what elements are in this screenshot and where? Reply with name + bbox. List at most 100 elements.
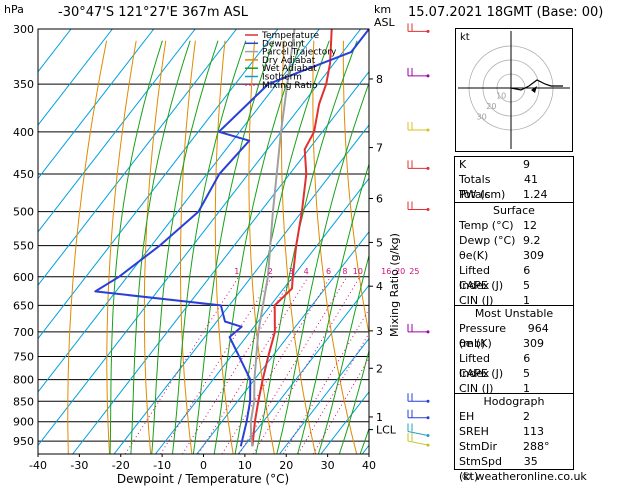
hodograph-title: Hodograph [483, 395, 545, 408]
mu-cin-value: 1 [523, 382, 530, 395]
mu-thetae-value: 309 [523, 337, 544, 350]
surface-dewp-label: Dewp (°C) [459, 234, 516, 247]
mixing-ratio-label: 1 [234, 267, 239, 276]
legend-label: Temperature [261, 31, 319, 41]
surface-cape-value: 5 [523, 279, 530, 292]
sreh-label: SREH [459, 425, 489, 438]
x-tick-label: 20 [279, 459, 293, 472]
eh-value: 2 [523, 410, 530, 423]
asl-label: ASL [374, 16, 395, 29]
mixing-ratio-label: 3 [288, 267, 293, 276]
wind-barb-dot [426, 443, 430, 447]
surface-table: Surface Temp (°C) 12 Dewp (°C) 9.2 θe(K) 30… [454, 202, 574, 309]
dry-adiabat-line [312, 40, 358, 454]
k-value: 9 [523, 158, 530, 171]
mu-li-label: Lifted Index [459, 352, 490, 380]
dry-adiabat-line [280, 40, 316, 454]
tt-label: Totals Totals [459, 173, 491, 201]
km-tick-label: 5 [376, 236, 383, 249]
wet-adiabat-line [255, 40, 358, 454]
series-line [249, 29, 296, 447]
mixing-ratio-label: 16 [381, 267, 391, 276]
datetime-label: 15.07.2021 18GMT (Base: 00) [408, 5, 604, 20]
surface-cape-label: CAPE (J) [459, 279, 504, 292]
dry-adiabat-line [143, 40, 167, 454]
mixing-ratio-line [160, 276, 273, 454]
wet-adiabat-line [172, 40, 247, 454]
surface-thetae-value: 309 [523, 249, 544, 262]
storm-motion-marker [531, 86, 537, 93]
sreh-value: 113 [523, 425, 544, 438]
isotherm-line [196, 230, 369, 454]
pressure-tick-label: 500 [13, 206, 34, 219]
x-tick-label: 10 [238, 459, 252, 472]
km-tick-label: 2 [376, 362, 383, 375]
pressure-tick-label: 700 [13, 326, 34, 339]
wind-barb-dot [426, 330, 430, 334]
mu-cape-label: CAPE (J) [459, 367, 504, 380]
surface-li-label: Lifted Index [459, 264, 490, 292]
wet-adiabat-line [276, 81, 369, 454]
x-tick-label: -20 [112, 459, 130, 472]
dry-adiabat-line [403, 41, 450, 454]
mixing-ratio-line [198, 276, 309, 454]
dry-adiabat-line [248, 40, 275, 454]
pressure-unit-label: hPa [4, 3, 24, 16]
isotherm-line [113, 124, 369, 454]
surface-li-value: 6 [523, 264, 531, 277]
x-tick-label: 40 [362, 459, 376, 472]
isotherm-line [38, 29, 362, 447]
stmspd-label: StmSpd (kt) [459, 455, 502, 483]
most-unstable-table: Most Unstable Pressure (mb) 964 θe (K) 309… [454, 305, 574, 397]
dry-adiabat-line [432, 41, 450, 454]
most-unstable-title: Most Unstable [474, 307, 554, 320]
series-line [251, 29, 333, 447]
hodograph-trace [510, 79, 563, 91]
isotherm-line [279, 337, 369, 454]
dry-adiabat-line [106, 40, 137, 454]
wet-adiabat-line [359, 427, 369, 454]
hodograph-table: Hodograph EH 2 SREH 113 StmDir 288° StmSpd … [454, 393, 574, 483]
x-tick-label: -30 [70, 459, 88, 472]
x-tick-label: -40 [29, 459, 47, 472]
pressure-tick-label: 350 [13, 78, 34, 91]
isotherm-line [320, 391, 369, 454]
wind-barb [407, 431, 429, 437]
wet-adiabat-line [130, 40, 191, 454]
km-tick-label: 8 [376, 73, 383, 86]
mixing-ratio-label: 6 [326, 267, 331, 276]
km-tick-label: 1 [376, 411, 383, 424]
wet-adiabat-line [297, 162, 369, 454]
wet-adiabat-line [151, 40, 219, 454]
mixing-ratio-label: 25 [409, 267, 419, 276]
wet-adiabat-line [338, 348, 369, 454]
mixing-ratio-line [238, 276, 348, 454]
wet-adiabat-line [234, 40, 330, 454]
isotherm-line [72, 70, 369, 454]
km-tick-label: LCL [376, 424, 397, 437]
surface-thetae-label: θe(K) [459, 249, 489, 262]
legend-label: Mixing Ratio [262, 81, 318, 91]
stmdir-label: StmDir [459, 440, 498, 453]
isotherm-line [38, 29, 113, 126]
k-label: K [459, 158, 467, 171]
km-tick-label: 6 [376, 193, 383, 206]
mixing-ratio-label: 8 [342, 267, 347, 276]
isotherm-line [38, 29, 320, 393]
surface-temp-value: 12 [523, 219, 537, 232]
mu-cin-label: CIN (J) [459, 382, 494, 395]
indices-table: K 9 Totals Totals 41 PW (cm) 1.24 [454, 156, 574, 203]
km-tick-label: 4 [376, 280, 383, 293]
wet-adiabat-line [109, 40, 163, 454]
pressure-tick-label: 800 [13, 374, 34, 387]
mixing-ratio-label: 4 [304, 267, 309, 276]
wind-barb-dot [426, 416, 430, 420]
hodograph-ring-label: 20 [486, 102, 496, 111]
mixing-ratio-axis-title: Mixing Ratio (g/kg) [388, 233, 401, 337]
pressure-tick-label: 300 [13, 23, 34, 36]
mu-li-value: 6 [523, 352, 531, 365]
dry-adiabat-line [180, 40, 196, 454]
km-label: km [374, 3, 392, 16]
series-line [94, 29, 369, 447]
copyright-label: © weatheronline.co.uk [461, 470, 587, 483]
